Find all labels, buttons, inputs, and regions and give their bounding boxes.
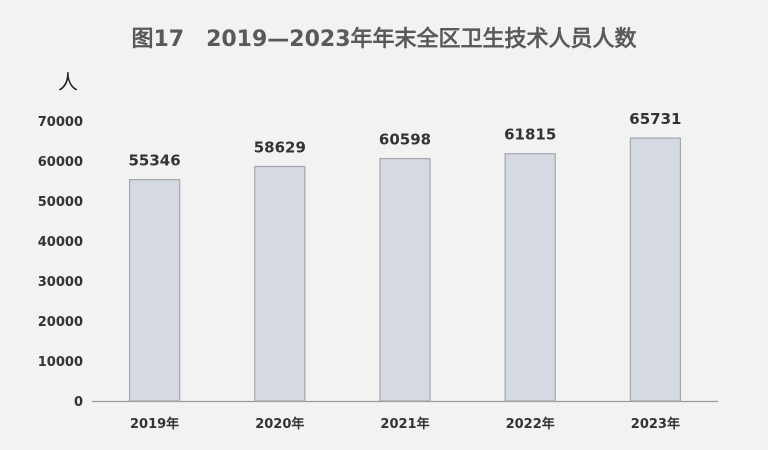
chart-title: 图17 2019—2023年年末全区卫生技术人员人数	[131, 26, 637, 52]
y-tick-label: 50000	[38, 195, 83, 210]
y-tick-label: 0	[74, 395, 83, 410]
y-axis-ticks: 0 10000 20000 30000 40000 50000 60000 70000	[38, 115, 83, 410]
y-tick-label: 60000	[38, 155, 83, 170]
bar	[128, 179, 181, 402]
y-tick-label: 40000	[38, 235, 83, 250]
data-label: 61815	[504, 126, 556, 144]
data-label: 65731	[629, 110, 681, 128]
x-tick-label: 2022年	[506, 416, 555, 432]
x-axis-ticks: 2019年 2020年 2021年 2022年 2023年	[130, 416, 680, 432]
x-tick-label: 2020年	[255, 416, 304, 432]
data-label: 58629	[254, 138, 306, 156]
data-label: 55346	[129, 152, 181, 170]
y-tick-label: 10000	[38, 355, 83, 370]
bar	[379, 158, 431, 402]
bar	[504, 153, 556, 402]
x-tick-label: 2019年	[130, 416, 179, 432]
y-tick-label: 30000	[38, 275, 83, 290]
bar	[254, 165, 306, 402]
bar	[629, 137, 682, 402]
data-label: 60598	[379, 131, 431, 149]
x-tick-label: 2023年	[631, 416, 680, 432]
x-tick-label: 2021年	[380, 416, 429, 432]
y-tick-label: 70000	[38, 115, 83, 130]
bars: 55346 58629 60598 61815 65731	[128, 110, 682, 402]
y-tick-label: 20000	[38, 315, 83, 330]
y-axis-unit-label: 人	[58, 70, 78, 94]
